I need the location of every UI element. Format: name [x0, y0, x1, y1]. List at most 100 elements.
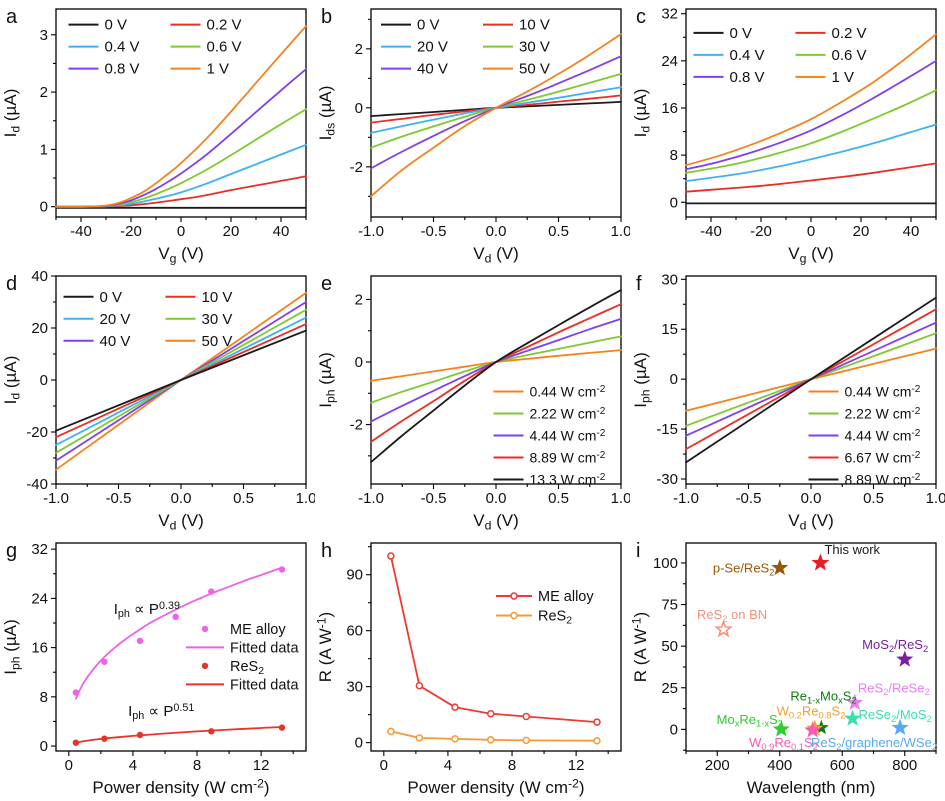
svg-text:0.5: 0.5	[548, 490, 569, 507]
svg-text:32: 32	[661, 6, 678, 23]
svg-text:Vd (V): Vd (V)	[158, 511, 204, 533]
svg-text:Vd (V): Vd (V)	[473, 511, 519, 533]
svg-text:40: 40	[903, 223, 920, 240]
svg-text:b: b	[321, 6, 332, 28]
panel-f: -1.0 -0.5 0.0 0.5 1.0 -30 -15 0 15 30 0.44 W cm-2 2…	[630, 267, 945, 534]
svg-text:ReSe2/MoS2: ReSe2/MoS2	[859, 707, 932, 724]
svg-text:-0.5: -0.5	[421, 490, 447, 507]
svg-text:8.89 W cm-2: 8.89 W cm-2	[845, 471, 921, 487]
svg-text:30 V: 30 V	[202, 311, 233, 328]
svg-text:-40: -40	[26, 476, 48, 493]
svg-text:800: 800	[892, 757, 917, 774]
svg-text:24: 24	[661, 53, 678, 70]
svg-text:0.6 V: 0.6 V	[832, 47, 867, 64]
svg-text:0 V: 0 V	[100, 289, 123, 306]
svg-text:0: 0	[65, 757, 73, 774]
svg-text:Vg (V): Vg (V)	[158, 244, 204, 266]
svg-text:600: 600	[830, 757, 855, 774]
svg-text:ReS2: ReS2	[538, 609, 572, 627]
svg-text:-1.0: -1.0	[358, 490, 384, 507]
svg-text:0: 0	[177, 223, 185, 240]
svg-text:0 V: 0 V	[730, 25, 753, 42]
svg-text:ReS2: ReS2	[230, 659, 264, 677]
chart-photocurrent-e: -1.0 -0.5 0.0 0.5 1.0 -2 0 2 0.44 W cm-2 2.22 W c…	[316, 273, 630, 533]
svg-text:g: g	[6, 540, 17, 562]
svg-text:0.0: 0.0	[486, 490, 507, 507]
svg-text:Iph (µA): Iph (µA)	[1, 619, 23, 675]
svg-text:0: 0	[40, 199, 48, 216]
svg-text:2: 2	[355, 41, 363, 58]
svg-text:0.4 V: 0.4 V	[730, 47, 765, 64]
svg-text:10 V: 10 V	[202, 289, 233, 306]
chart-power-law-fit-g: 0 4 8 12 0 8 16 24 32 Iph ∝ P0.39 Iph ∝ P0.51 ME al…	[1, 540, 307, 797]
svg-text:Iph ∝ P0.51: Iph ∝ P0.51	[128, 702, 194, 722]
svg-text:0.2 V: 0.2 V	[832, 25, 867, 42]
chart-output-curves-d: -1.0 -0.5 0.0 0.5 1.0 -40 -20 0 20 40 0 V 10 V 20 V 3…	[1, 268, 315, 533]
svg-text:Id (µA): Id (µA)	[1, 89, 23, 138]
svg-text:Iph (µA): Iph (µA)	[316, 352, 338, 408]
chart-transfer-curves-c: -40 -20 0 20 40 0 8 16 24 32 0 V 0.2 V 0.4 V 0.6 V 0.8…	[631, 6, 937, 266]
svg-text:1.0: 1.0	[296, 490, 315, 507]
svg-text:c: c	[636, 6, 646, 28]
svg-text:0: 0	[670, 371, 678, 388]
svg-text:0.44 W cm-2: 0.44 W cm-2	[845, 383, 921, 399]
svg-text:-40: -40	[70, 223, 92, 240]
svg-text:-15: -15	[656, 421, 678, 438]
panel-c: -40 -20 0 20 40 0 8 16 24 32 0 V 0.2 V 0.4 V 0.6 V 0.8…	[630, 0, 945, 267]
svg-text:-30: -30	[656, 471, 678, 488]
svg-text:8: 8	[670, 147, 678, 164]
svg-text:1.0: 1.0	[926, 490, 945, 507]
svg-text:1.0: 1.0	[611, 490, 630, 507]
svg-text:8: 8	[193, 757, 201, 774]
svg-text:W0.2Re0.8S2: W0.2Re0.8S2	[777, 704, 846, 721]
svg-text:0.8 V: 0.8 V	[105, 61, 140, 78]
svg-text:4: 4	[444, 757, 452, 774]
svg-text:0: 0	[670, 721, 678, 738]
svg-text:2: 2	[40, 84, 48, 101]
svg-text:R (A W-1): R (A W-1)	[630, 612, 650, 682]
svg-text:a: a	[6, 6, 18, 28]
svg-text:20: 20	[31, 320, 48, 337]
chart-responsivity-h: 0 4 8 12 0 30 60 90 ME alloy ReS2 h Power density (…	[315, 540, 622, 797]
svg-text:-1.0: -1.0	[358, 223, 384, 240]
svg-text:20 V: 20 V	[100, 311, 131, 328]
svg-text:8: 8	[40, 689, 48, 706]
svg-text:ME alloy: ME alloy	[538, 589, 594, 605]
svg-text:Vd (V): Vd (V)	[788, 511, 834, 533]
svg-text:-0.5: -0.5	[421, 223, 447, 240]
panel-h: 0 4 8 12 0 30 60 90 ME alloy ReS2 h Power density (…	[315, 534, 630, 801]
svg-text:-2: -2	[350, 417, 363, 434]
svg-text:0.0: 0.0	[171, 490, 192, 507]
svg-text:0.44 W cm-2: 0.44 W cm-2	[530, 383, 606, 399]
svg-text:2.22 W cm-2: 2.22 W cm-2	[845, 405, 921, 421]
svg-text:-2: -2	[350, 159, 363, 176]
svg-text:50 V: 50 V	[519, 61, 550, 78]
svg-text:0 V: 0 V	[417, 17, 440, 34]
svg-text:W0.9Re0.1S2: W0.9Re0.1S2	[749, 735, 818, 752]
svg-text:MoxRe1-xS2: MoxRe1-xS2	[717, 712, 783, 729]
svg-text:ReS2/ReSe2: ReS2/ReSe2	[858, 680, 930, 697]
svg-text:0: 0	[355, 100, 363, 117]
svg-text:Ids (µA): Ids (µA)	[316, 86, 338, 141]
svg-text:-1.0: -1.0	[43, 490, 69, 507]
chart-responsivity-comparison-i: 200 400 600 800 0 25 50 75 100 ReS2 on BN p-Se/ReS…	[630, 540, 937, 797]
svg-text:20 V: 20 V	[417, 39, 448, 56]
svg-text:40: 40	[273, 223, 290, 240]
svg-text:100: 100	[653, 555, 678, 572]
svg-text:-20: -20	[120, 223, 142, 240]
svg-text:0: 0	[355, 354, 363, 371]
svg-text:8.89 W cm-2: 8.89 W cm-2	[530, 449, 606, 465]
svg-text:f: f	[636, 273, 642, 295]
svg-text:0: 0	[40, 738, 48, 755]
svg-text:This work: This work	[824, 542, 880, 557]
svg-text:0.0: 0.0	[486, 223, 507, 240]
svg-text:16: 16	[661, 100, 678, 117]
svg-text:8: 8	[508, 757, 516, 774]
svg-text:-40: -40	[700, 223, 722, 240]
svg-text:20: 20	[223, 223, 240, 240]
svg-text:0: 0	[670, 194, 678, 211]
svg-text:400: 400	[767, 757, 792, 774]
svg-text:p-Se/ReS2: p-Se/ReS2	[713, 560, 775, 577]
svg-text:-0.5: -0.5	[106, 490, 132, 507]
svg-text:24: 24	[31, 590, 48, 607]
